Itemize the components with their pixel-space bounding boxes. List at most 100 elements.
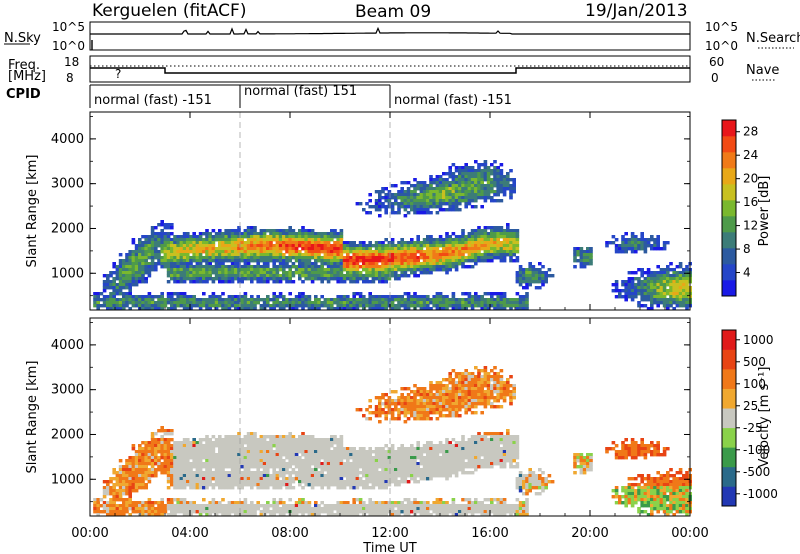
power-cell [506, 241, 510, 245]
power-cell [512, 187, 516, 191]
power-cell [678, 265, 683, 269]
power-cell [333, 265, 337, 269]
velocity-cell [266, 483, 270, 487]
velocity-cell [314, 456, 318, 460]
power-cell [144, 256, 148, 260]
power-cell [618, 289, 622, 293]
power-cell [336, 241, 340, 245]
power-cell [304, 277, 308, 281]
power-cell [237, 259, 241, 263]
power-cell [454, 238, 459, 242]
power-cell [442, 247, 446, 251]
velocity-cell [262, 474, 267, 478]
power-cell [646, 241, 651, 245]
velocity-cell [176, 453, 180, 457]
power-cell [246, 241, 251, 245]
velocity-cell [330, 456, 334, 460]
power-cell [480, 301, 484, 305]
velocity-cell [125, 465, 129, 469]
velocity-cell [195, 474, 200, 478]
power-cell [224, 277, 228, 281]
velocity-cell [166, 477, 171, 481]
power-cell [499, 250, 504, 254]
velocity-cell [128, 465, 132, 469]
power-cell [470, 181, 475, 185]
power-cell [630, 241, 635, 245]
power-cell [486, 298, 491, 302]
power-cell [304, 259, 308, 263]
power-cell [256, 280, 260, 284]
power-cell [669, 301, 673, 305]
power-cell [451, 172, 456, 176]
velocity-cell [218, 438, 222, 442]
velocity-cell [301, 447, 305, 451]
velocity-cell [282, 438, 286, 442]
power-cell [445, 193, 449, 197]
power-cell [243, 247, 248, 251]
velocity-cell [346, 504, 350, 508]
power-cell [195, 280, 200, 284]
freq-question-mark: ? [115, 67, 121, 81]
velocity-cell [307, 459, 312, 463]
velocity-cell [186, 444, 190, 448]
velocity-cell [147, 477, 152, 481]
power-cell [291, 253, 296, 257]
power-cell [374, 190, 379, 194]
power-cell [442, 244, 446, 248]
velocity-cell [214, 462, 219, 466]
velocity-cell [128, 468, 132, 472]
velocity-cell [147, 447, 152, 451]
power-cell [435, 196, 440, 200]
velocity-cell [246, 450, 251, 454]
power-cell [262, 277, 267, 281]
velocity-cell [176, 483, 180, 487]
power-cell [349, 301, 353, 305]
power-cell [250, 244, 254, 248]
power-cell [109, 301, 113, 305]
power-cell [128, 301, 132, 305]
power-cell [176, 304, 180, 308]
power-cell [170, 250, 174, 254]
power-cell [189, 304, 193, 308]
power-cell [365, 247, 369, 251]
power-cell [150, 244, 155, 248]
velocity-cell [192, 444, 196, 448]
power-cell [400, 241, 404, 245]
power-cell [141, 298, 145, 302]
power-cell [320, 244, 324, 248]
velocity-cell [234, 480, 238, 484]
velocity-cell [179, 501, 184, 505]
power-cell [461, 298, 465, 302]
velocity-cell [202, 483, 206, 487]
velocity-cell [253, 435, 257, 439]
power-cell [534, 277, 539, 281]
power-cell [243, 304, 248, 308]
power-cell [483, 253, 488, 257]
velocity-cell [301, 465, 305, 469]
power-cell [310, 247, 315, 251]
power-cell [467, 265, 472, 269]
power-cell [291, 235, 296, 239]
power-cell [400, 301, 404, 305]
power-cell [509, 169, 513, 173]
velocity-cell [154, 513, 158, 517]
velocity-cell [346, 513, 350, 517]
power-cell [470, 301, 475, 305]
power-cell [230, 247, 235, 251]
velocity-cell [122, 513, 126, 517]
power-cell [528, 271, 532, 275]
power-cell [362, 301, 366, 305]
power-cell [384, 256, 388, 260]
velocity-cell [237, 504, 241, 508]
power-cell [147, 268, 152, 272]
velocity-cell [237, 474, 241, 478]
power-cell [256, 247, 260, 251]
power-cell [371, 301, 376, 305]
power-cell [381, 274, 385, 278]
power-cell [640, 268, 644, 272]
power-cell [614, 289, 619, 293]
power-cell [141, 241, 145, 245]
velocity-cell [250, 486, 254, 490]
velocity-cell [355, 513, 360, 517]
velocity-cell [269, 504, 273, 508]
